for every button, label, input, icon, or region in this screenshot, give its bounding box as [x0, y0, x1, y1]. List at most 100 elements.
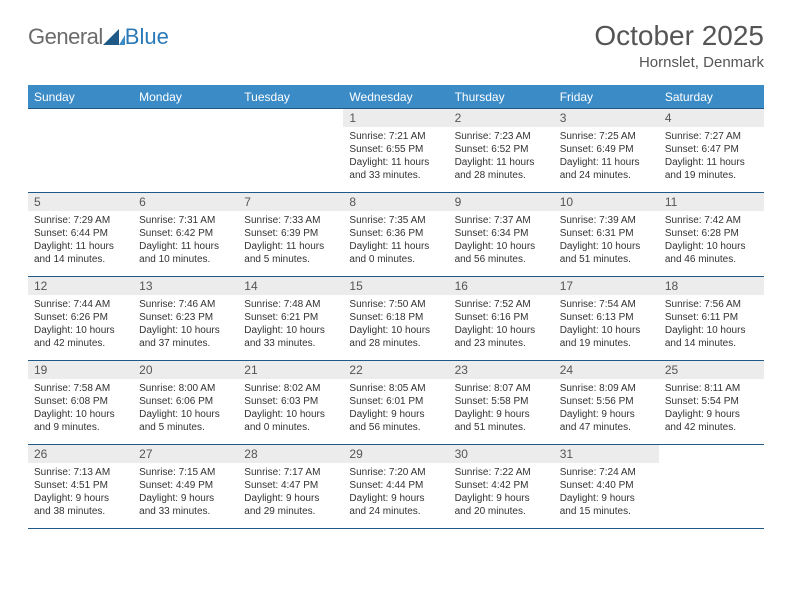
sunrise-text: Sunrise: 8:07 AM	[455, 382, 548, 395]
day-content: Sunrise: 8:00 AMSunset: 6:06 PMDaylight:…	[133, 379, 238, 438]
day-content: Sunrise: 7:58 AMSunset: 6:08 PMDaylight:…	[28, 379, 133, 438]
sunset-text: Sunset: 6:44 PM	[34, 227, 127, 240]
daylight-text: Daylight: 11 hours and 14 minutes.	[34, 240, 127, 266]
daylight-text: Daylight: 11 hours and 5 minutes.	[244, 240, 337, 266]
day-number: 3	[554, 109, 659, 127]
day-number: 18	[659, 277, 764, 295]
day-number: 11	[659, 193, 764, 211]
sunrise-text: Sunrise: 7:42 AM	[665, 214, 758, 227]
daylight-text: Daylight: 10 hours and 56 minutes.	[455, 240, 548, 266]
day-number: 29	[343, 445, 448, 463]
day-content: Sunrise: 8:05 AMSunset: 6:01 PMDaylight:…	[343, 379, 448, 438]
calendar-cell: 24Sunrise: 8:09 AMSunset: 5:56 PMDayligh…	[554, 361, 659, 445]
daylight-text: Daylight: 9 hours and 29 minutes.	[244, 492, 337, 518]
daylight-text: Daylight: 10 hours and 14 minutes.	[665, 324, 758, 350]
day-number: 25	[659, 361, 764, 379]
day-number: 6	[133, 193, 238, 211]
day-content: Sunrise: 7:29 AMSunset: 6:44 PMDaylight:…	[28, 211, 133, 270]
daylight-text: Daylight: 11 hours and 24 minutes.	[560, 156, 653, 182]
calendar-cell: 20Sunrise: 8:00 AMSunset: 6:06 PMDayligh…	[133, 361, 238, 445]
daylight-text: Daylight: 11 hours and 19 minutes.	[665, 156, 758, 182]
sunset-text: Sunset: 6:39 PM	[244, 227, 337, 240]
day-number: 7	[238, 193, 343, 211]
day-content: Sunrise: 7:25 AMSunset: 6:49 PMDaylight:…	[554, 127, 659, 186]
calendar-cell: 13Sunrise: 7:46 AMSunset: 6:23 PMDayligh…	[133, 277, 238, 361]
sunset-text: Sunset: 6:16 PM	[455, 311, 548, 324]
sunrise-text: Sunrise: 7:21 AM	[349, 130, 442, 143]
day-content: Sunrise: 7:20 AMSunset: 4:44 PMDaylight:…	[343, 463, 448, 522]
day-number: 8	[343, 193, 448, 211]
day-content: Sunrise: 7:22 AMSunset: 4:42 PMDaylight:…	[449, 463, 554, 522]
weekday-header: Friday	[554, 86, 659, 109]
day-content: Sunrise: 7:13 AMSunset: 4:51 PMDaylight:…	[28, 463, 133, 522]
calendar-cell	[659, 445, 764, 529]
daylight-text: Daylight: 10 hours and 51 minutes.	[560, 240, 653, 266]
sunrise-text: Sunrise: 7:13 AM	[34, 466, 127, 479]
day-content: Sunrise: 8:07 AMSunset: 5:58 PMDaylight:…	[449, 379, 554, 438]
sunrise-text: Sunrise: 7:44 AM	[34, 298, 127, 311]
sunrise-text: Sunrise: 7:46 AM	[139, 298, 232, 311]
day-content: Sunrise: 7:23 AMSunset: 6:52 PMDaylight:…	[449, 127, 554, 186]
daylight-text: Daylight: 9 hours and 42 minutes.	[665, 408, 758, 434]
title-block: October 2025 Hornslet, Denmark	[594, 20, 764, 71]
calendar-cell: 23Sunrise: 8:07 AMSunset: 5:58 PMDayligh…	[449, 361, 554, 445]
weekday-header: Monday	[133, 86, 238, 109]
sunrise-text: Sunrise: 7:54 AM	[560, 298, 653, 311]
day-number: 14	[238, 277, 343, 295]
calendar-cell: 5Sunrise: 7:29 AMSunset: 6:44 PMDaylight…	[28, 193, 133, 277]
sunset-text: Sunset: 6:01 PM	[349, 395, 442, 408]
day-number: 15	[343, 277, 448, 295]
sunrise-text: Sunrise: 7:50 AM	[349, 298, 442, 311]
calendar-cell: 3Sunrise: 7:25 AMSunset: 6:49 PMDaylight…	[554, 109, 659, 193]
calendar-cell: 29Sunrise: 7:20 AMSunset: 4:44 PMDayligh…	[343, 445, 448, 529]
calendar-week-row: 12Sunrise: 7:44 AMSunset: 6:26 PMDayligh…	[28, 277, 764, 361]
sunset-text: Sunset: 6:11 PM	[665, 311, 758, 324]
day-content: Sunrise: 7:56 AMSunset: 6:11 PMDaylight:…	[659, 295, 764, 354]
day-content: Sunrise: 7:39 AMSunset: 6:31 PMDaylight:…	[554, 211, 659, 270]
calendar-cell: 9Sunrise: 7:37 AMSunset: 6:34 PMDaylight…	[449, 193, 554, 277]
calendar-cell: 21Sunrise: 8:02 AMSunset: 6:03 PMDayligh…	[238, 361, 343, 445]
daylight-text: Daylight: 9 hours and 24 minutes.	[349, 492, 442, 518]
sunset-text: Sunset: 6:31 PM	[560, 227, 653, 240]
day-number: 4	[659, 109, 764, 127]
daylight-text: Daylight: 10 hours and 19 minutes.	[560, 324, 653, 350]
sunset-text: Sunset: 4:40 PM	[560, 479, 653, 492]
calendar-week-row: 19Sunrise: 7:58 AMSunset: 6:08 PMDayligh…	[28, 361, 764, 445]
day-content: Sunrise: 7:35 AMSunset: 6:36 PMDaylight:…	[343, 211, 448, 270]
sunset-text: Sunset: 4:49 PM	[139, 479, 232, 492]
calendar-body: 1Sunrise: 7:21 AMSunset: 6:55 PMDaylight…	[28, 109, 764, 529]
weekday-header-row: Sunday Monday Tuesday Wednesday Thursday…	[28, 86, 764, 109]
sunset-text: Sunset: 6:08 PM	[34, 395, 127, 408]
daylight-text: Daylight: 10 hours and 5 minutes.	[139, 408, 232, 434]
calendar-cell: 1Sunrise: 7:21 AMSunset: 6:55 PMDaylight…	[343, 109, 448, 193]
day-number: 16	[449, 277, 554, 295]
day-number: 17	[554, 277, 659, 295]
sunrise-text: Sunrise: 7:22 AM	[455, 466, 548, 479]
sunrise-text: Sunrise: 7:15 AM	[139, 466, 232, 479]
calendar-cell: 11Sunrise: 7:42 AMSunset: 6:28 PMDayligh…	[659, 193, 764, 277]
location: Hornslet, Denmark	[594, 54, 764, 71]
sunset-text: Sunset: 6:28 PM	[665, 227, 758, 240]
daylight-text: Daylight: 11 hours and 0 minutes.	[349, 240, 442, 266]
sunrise-text: Sunrise: 7:24 AM	[560, 466, 653, 479]
day-content: Sunrise: 7:46 AMSunset: 6:23 PMDaylight:…	[133, 295, 238, 354]
sunrise-text: Sunrise: 8:02 AM	[244, 382, 337, 395]
sunset-text: Sunset: 6:47 PM	[665, 143, 758, 156]
day-content: Sunrise: 7:42 AMSunset: 6:28 PMDaylight:…	[659, 211, 764, 270]
day-content: Sunrise: 8:09 AMSunset: 5:56 PMDaylight:…	[554, 379, 659, 438]
calendar-cell: 15Sunrise: 7:50 AMSunset: 6:18 PMDayligh…	[343, 277, 448, 361]
sunset-text: Sunset: 4:51 PM	[34, 479, 127, 492]
day-number: 10	[554, 193, 659, 211]
sunrise-text: Sunrise: 7:29 AM	[34, 214, 127, 227]
sunrise-text: Sunrise: 7:39 AM	[560, 214, 653, 227]
day-number: 26	[28, 445, 133, 463]
calendar-cell: 19Sunrise: 7:58 AMSunset: 6:08 PMDayligh…	[28, 361, 133, 445]
daylight-text: Daylight: 9 hours and 15 minutes.	[560, 492, 653, 518]
day-content: Sunrise: 7:44 AMSunset: 6:26 PMDaylight:…	[28, 295, 133, 354]
day-number: 22	[343, 361, 448, 379]
sunset-text: Sunset: 5:56 PM	[560, 395, 653, 408]
calendar-cell: 2Sunrise: 7:23 AMSunset: 6:52 PMDaylight…	[449, 109, 554, 193]
calendar-cell: 16Sunrise: 7:52 AMSunset: 6:16 PMDayligh…	[449, 277, 554, 361]
calendar-cell: 28Sunrise: 7:17 AMSunset: 4:47 PMDayligh…	[238, 445, 343, 529]
daylight-text: Daylight: 11 hours and 28 minutes.	[455, 156, 548, 182]
